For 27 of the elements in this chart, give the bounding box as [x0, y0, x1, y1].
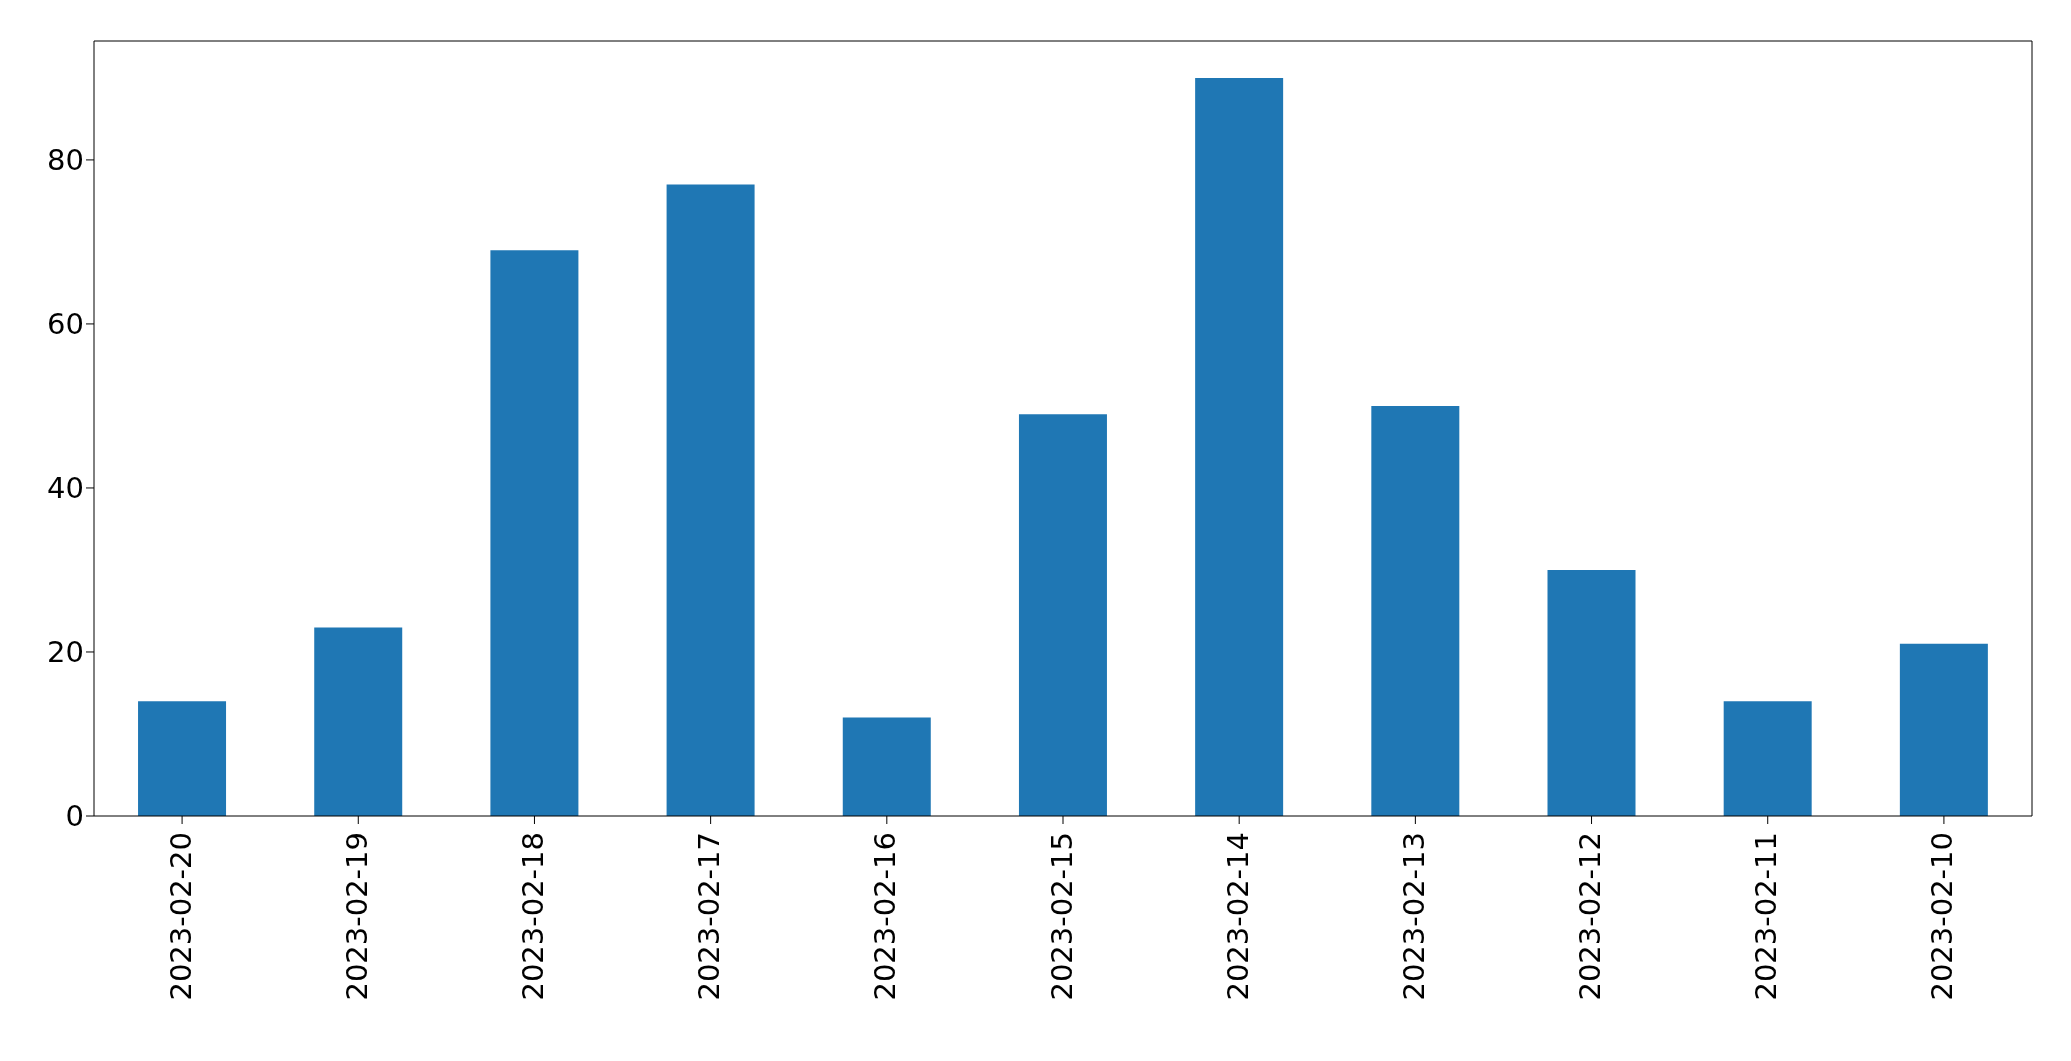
- bar: [842, 717, 931, 816]
- bar: [490, 250, 579, 816]
- bar: [138, 701, 227, 816]
- x-tick-label: 2023-02-11: [1749, 832, 1784, 1001]
- bar: [1018, 414, 1107, 816]
- x-tick-label: 2023-02-18: [516, 832, 551, 1001]
- bar: [1195, 77, 1284, 816]
- bar: [1371, 405, 1460, 816]
- x-tick-label: 2023-02-10: [1925, 832, 1960, 1001]
- y-tick-label: 20: [47, 635, 84, 670]
- y-tick-label: 40: [47, 471, 84, 506]
- x-tick-label: 2023-02-14: [1220, 832, 1255, 1001]
- x-tick-label: 2023-02-20: [163, 832, 198, 1001]
- bar: [666, 184, 755, 816]
- x-tick-label: 2023-02-19: [339, 832, 374, 1001]
- y-tick-label: 0: [65, 799, 84, 834]
- y-tick-label: 60: [47, 307, 84, 342]
- x-tick-label: 2023-02-17: [692, 832, 727, 1001]
- x-tick-label: 2023-02-13: [1396, 832, 1431, 1001]
- bar: [314, 627, 403, 816]
- y-tick-label: 80: [47, 143, 84, 178]
- x-tick-label: 2023-02-12: [1573, 832, 1608, 1001]
- bar: [1723, 701, 1812, 816]
- bar: [1899, 643, 1988, 816]
- x-tick-label: 2023-02-15: [1044, 832, 1079, 1001]
- bar: [1547, 569, 1636, 816]
- x-tick-label: 2023-02-16: [868, 832, 903, 1001]
